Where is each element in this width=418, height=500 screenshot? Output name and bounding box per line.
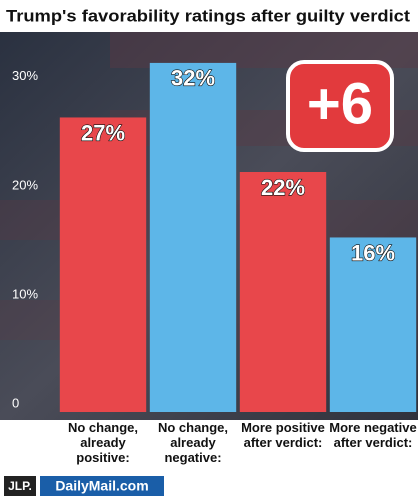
value-label: 32%	[171, 66, 215, 91]
x-tick-label: More negative after verdict:	[329, 420, 417, 450]
y-tick-label: 30%	[12, 68, 38, 83]
x-tick-label: No change, already positive:	[67, 420, 139, 465]
logo: DailyMail.com	[55, 478, 148, 494]
x-tick-label: More positive after verdict:	[241, 420, 325, 450]
bar	[239, 172, 327, 412]
y-tick-label: 10%	[12, 286, 38, 301]
bar	[59, 117, 147, 413]
x-tick-label: No change, already negative:	[157, 420, 229, 465]
value-label: 16%	[351, 240, 395, 265]
logo-box	[40, 476, 164, 496]
y-tick-label: 20%	[12, 177, 38, 192]
bar	[149, 62, 237, 413]
chart-title: Trump's favorability ratings after guilt…	[6, 6, 410, 25]
logo: JLP.	[8, 479, 32, 493]
value-label: 22%	[261, 175, 305, 200]
y-tick-label: 0	[12, 395, 19, 410]
logo-box	[4, 476, 36, 496]
bar	[329, 237, 417, 412]
badge-text: +6	[307, 71, 373, 136]
badge	[286, 60, 394, 152]
value-label: 27%	[81, 120, 125, 145]
